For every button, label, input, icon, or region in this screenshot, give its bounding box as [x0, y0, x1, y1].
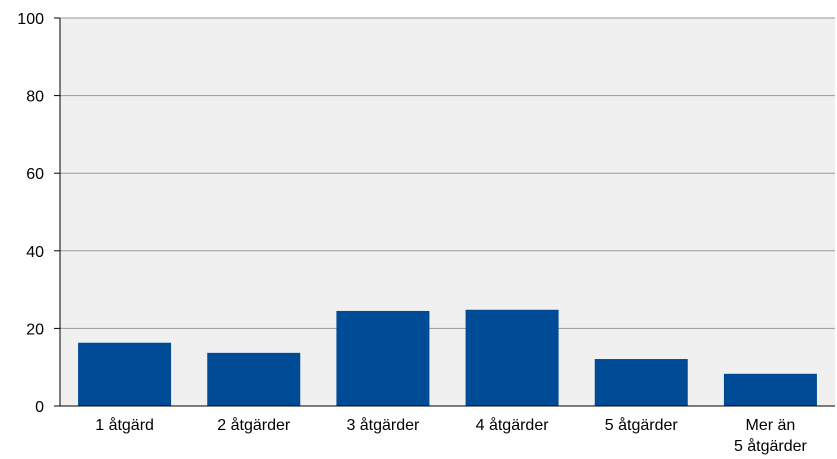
y-tick-label: 40: [26, 244, 44, 261]
bar: [465, 309, 559, 406]
x-tick-label: 2 åtgärder: [217, 416, 291, 434]
gridlines: [60, 17, 835, 329]
y-tick-label: 80: [26, 89, 44, 106]
plot-area: [60, 18, 835, 406]
y-axis-ticks: 0 20 40 60 80 100: [17, 11, 60, 416]
x-tick-label: 3 åtgärder: [346, 416, 420, 434]
x-tick-label: Mer än 5 åtgärder: [734, 417, 808, 455]
x-axis-labels: 1 åtgärd 2 åtgärder 3 åtgärder 4 åtgärder 5 …: [95, 416, 807, 455]
y-tick-label: 20: [26, 321, 44, 338]
y-tick-label: 60: [26, 166, 44, 183]
bar: [207, 352, 301, 406]
x-tick-label: 4 åtgärder: [476, 416, 550, 434]
bars: [78, 309, 817, 406]
y-tick-label: 0: [35, 399, 44, 416]
x-tick-label: 5 åtgärder: [605, 416, 679, 434]
y-tick-label: 100: [17, 11, 44, 28]
bar: [594, 359, 688, 406]
bar: [723, 373, 817, 406]
axes: [59, 18, 835, 407]
bar: [336, 310, 430, 406]
bar: [78, 342, 172, 406]
x-tick-label: 1 åtgärd: [95, 416, 154, 434]
